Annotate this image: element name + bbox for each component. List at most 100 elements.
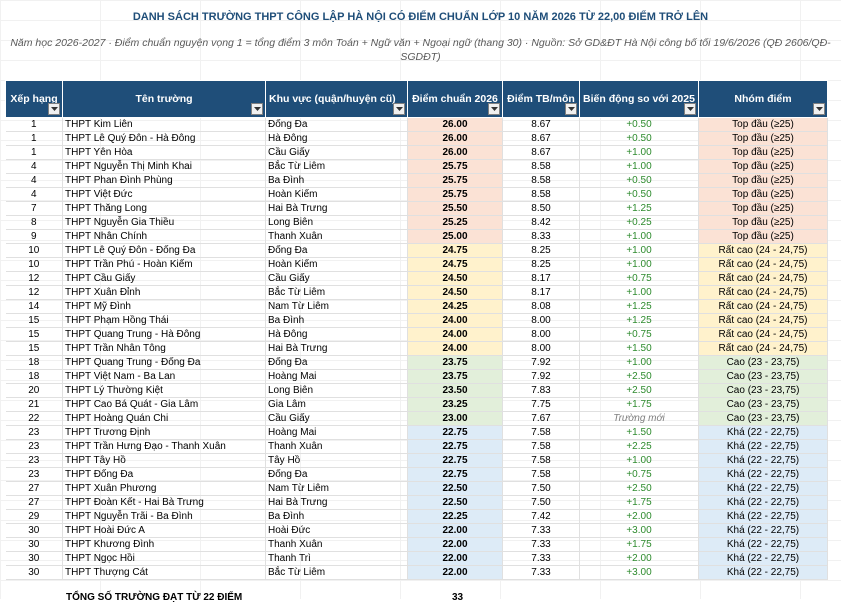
delta-cell[interactable]: +0.75 [579,467,699,482]
district-cell[interactable]: Hoàn Kiếm [265,187,408,202]
avg-score-cell[interactable]: 7.58 [502,439,580,454]
school-name-cell[interactable]: THPT Thăng Long [62,201,266,216]
rank-cell[interactable]: 7 [5,201,63,216]
district-cell[interactable]: Hoàng Mai [265,369,408,384]
score-group-cell[interactable]: Cao (23 - 23,75) [698,411,828,426]
delta-cell[interactable]: +1.50 [579,341,699,356]
table-row[interactable]: 20 THPT Lý Thường Kiệt Long Biên 23.50 7.83 +… [5,383,828,398]
score-group-cell[interactable]: Khá (22 - 22,75) [698,551,828,566]
delta-cell[interactable]: +1.00 [579,243,699,258]
avg-score-cell[interactable]: 8.67 [502,131,580,146]
delta-cell[interactable]: +2.50 [579,369,699,384]
score-group-cell[interactable]: Khá (22 - 22,75) [698,523,828,538]
rank-cell[interactable]: 23 [5,425,63,440]
score-group-cell[interactable]: Cao (23 - 23,75) [698,397,828,412]
district-cell[interactable]: Cầu Giấy [265,411,408,426]
table-row[interactable]: 8 THPT Nguyễn Gia Thiều Long Biên 25.25 8.42… [5,215,828,230]
score-group-cell[interactable]: Rất cao (24 - 24,75) [698,243,828,258]
delta-cell[interactable]: +3.00 [579,565,699,580]
delta-cell[interactable]: +2.25 [579,439,699,454]
rank-cell[interactable]: 1 [5,145,63,160]
score-cell[interactable]: 25.50 [407,201,503,216]
district-cell[interactable]: Hoàng Mai [265,425,408,440]
score-cell[interactable]: 22.75 [407,467,503,482]
district-cell[interactable]: Tây Hồ [265,453,408,468]
school-name-cell[interactable]: THPT Tây Hồ [62,453,266,468]
delta-cell[interactable]: +1.75 [579,537,699,552]
table-row[interactable]: 30 THPT Ngọc Hồi Thanh Trì 22.00 7.33 +2.00 Kh… [5,551,828,566]
delta-cell[interactable]: +2.00 [579,509,699,524]
rank-cell[interactable]: 30 [5,551,63,566]
table-row[interactable]: 18 THPT Việt Nam - Ba Lan Hoàng Mai 23.75 7.… [5,369,828,384]
score-cell[interactable]: 22.00 [407,537,503,552]
avg-score-cell[interactable]: 8.00 [502,327,580,342]
district-cell[interactable]: Nam Từ Liêm [265,299,408,314]
table-row[interactable]: 1 THPT Lê Quý Đôn - Hà Đông Hà Đông 26.00 8.… [5,131,828,146]
rank-cell[interactable]: 12 [5,285,63,300]
score-group-cell[interactable]: Khá (22 - 22,75) [698,509,828,524]
school-name-cell[interactable]: THPT Việt Đức [62,187,266,202]
score-cell[interactable]: 25.25 [407,215,503,230]
rank-cell[interactable]: 4 [5,187,63,202]
school-name-cell[interactable]: THPT Ngọc Hồi [62,551,266,566]
school-name-cell[interactable]: THPT Trương Định [62,425,266,440]
table-row[interactable]: 21 THPT Cao Bá Quát - Gia Lâm Gia Lâm 23.25… [5,397,828,412]
avg-score-cell[interactable]: 7.58 [502,425,580,440]
score-cell[interactable]: 24.00 [407,341,503,356]
score-cell[interactable]: 23.00 [407,411,503,426]
delta-cell[interactable]: +1.00 [579,145,699,160]
table-row[interactable]: 23 THPT Tây Hồ Tây Hồ 22.75 7.58 +1.00 Khá (22… [5,453,828,468]
score-cell[interactable]: 23.75 [407,369,503,384]
rank-cell[interactable]: 10 [5,243,63,258]
avg-score-cell[interactable]: 8.00 [502,313,580,328]
table-row[interactable]: 4 THPT Phan Đình Phùng Ba Đình 25.75 8.58 +0.… [5,173,828,188]
district-cell[interactable]: Hai Bà Trưng [265,495,408,510]
avg-score-cell[interactable]: 7.83 [502,383,580,398]
rank-cell[interactable]: 1 [5,117,63,132]
avg-score-cell[interactable]: 7.33 [502,551,580,566]
score-cell[interactable]: 22.25 [407,509,503,524]
avg-score-cell[interactable]: 8.08 [502,299,580,314]
district-cell[interactable]: Ba Đình [265,313,408,328]
rank-cell[interactable]: 30 [5,565,63,580]
district-cell[interactable]: Hai Bà Trưng [265,341,408,356]
score-cell[interactable]: 23.50 [407,383,503,398]
avg-score-cell[interactable]: 8.67 [502,145,580,160]
rank-cell[interactable]: 20 [5,383,63,398]
score-group-cell[interactable]: Top đầu (≥25) [698,201,828,216]
score-group-cell[interactable]: Top đầu (≥25) [698,173,828,188]
district-cell[interactable]: Cầu Giấy [265,145,408,160]
score-group-cell[interactable]: Khá (22 - 22,75) [698,453,828,468]
score-group-cell[interactable]: Khá (22 - 22,75) [698,467,828,482]
score-cell[interactable]: 26.00 [407,145,503,160]
score-cell[interactable]: 22.50 [407,495,503,510]
rank-cell[interactable]: 27 [5,495,63,510]
district-cell[interactable]: Gia Lâm [265,397,408,412]
table-row[interactable]: 22 THPT Hoàng Quán Chi Cầu Giấy 23.00 7.67 Tr… [5,411,828,426]
delta-cell[interactable]: +0.25 [579,215,699,230]
table-row[interactable]: 1 THPT Yên Hòa Cầu Giấy 26.00 8.67 +1.00 Top đ… [5,145,828,160]
rank-cell[interactable]: 29 [5,509,63,524]
score-cell[interactable]: 22.00 [407,523,503,538]
rank-cell[interactable]: 15 [5,341,63,356]
score-cell[interactable]: 22.50 [407,481,503,496]
score-cell[interactable]: 24.00 [407,313,503,328]
score-cell[interactable]: 24.50 [407,285,503,300]
district-cell[interactable]: Ba Đình [265,173,408,188]
filter-dropdown-icon[interactable] [684,103,696,115]
score-group-cell[interactable]: Top đầu (≥25) [698,131,828,146]
school-name-cell[interactable]: THPT Trần Phú - Hoàn Kiếm [62,257,266,272]
school-name-cell[interactable]: THPT Phạm Hồng Thái [62,313,266,328]
avg-score-cell[interactable]: 7.92 [502,369,580,384]
avg-score-cell[interactable]: 7.58 [502,453,580,468]
score-group-cell[interactable]: Top đầu (≥25) [698,145,828,160]
score-group-cell[interactable]: Khá (22 - 22,75) [698,537,828,552]
rank-cell[interactable]: 10 [5,257,63,272]
avg-score-cell[interactable]: 8.25 [502,243,580,258]
delta-cell[interactable]: +1.00 [579,229,699,244]
avg-score-cell[interactable]: 7.50 [502,495,580,510]
district-cell[interactable]: Hoàn Kiếm [265,257,408,272]
header-group[interactable]: Nhóm điểm [698,80,828,118]
delta-cell[interactable]: Trường mới [579,411,699,426]
table-row[interactable]: 23 THPT Đống Đa Đống Đa 22.75 7.58 +0.75 Khá (… [5,467,828,482]
